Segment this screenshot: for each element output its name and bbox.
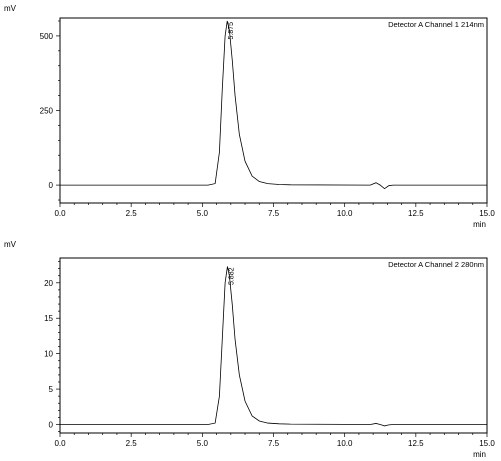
y-ticks: 0 250 500 (40, 20, 60, 201)
legend-label: Detector A Channel 2 280nm (388, 260, 484, 269)
x-tick-label: 7.5 (268, 209, 280, 218)
series-line (60, 20, 487, 190)
x-tick-label: 7.5 (268, 439, 280, 448)
x-tick-label: 5.0 (197, 209, 209, 218)
y-tick-label: 20 (44, 279, 53, 288)
x-tick-label: 5.0 (197, 439, 209, 448)
legend-label: Detector A Channel 1 214nm (388, 20, 484, 29)
x-tick-label: 12.5 (408, 439, 424, 448)
peak-label: 5.882 (228, 267, 235, 285)
x-tick-label: 0.0 (54, 209, 66, 218)
y-tick-label: 250 (40, 107, 54, 116)
y-unit-label: mV (4, 4, 17, 13)
peak-label: 5.875 (228, 22, 235, 40)
y-ticks: 0 5 10 15 20 (44, 261, 60, 432)
plot-frame (59, 257, 488, 434)
x-tick-label: 2.5 (126, 439, 138, 448)
x-tick-label: 10.0 (337, 439, 353, 448)
x-ticks: 0.0 2.5 5.0 7.5 10.0 12.5 15.0 (54, 203, 495, 218)
x-ticks: 0.0 2.5 5.0 7.5 10.0 12.5 15.0 (54, 433, 495, 448)
y-tick-label: 5 (49, 385, 54, 394)
x-tick-label: 10.0 (337, 209, 353, 218)
y-tick-label: 0 (49, 181, 54, 190)
y-tick-label: 0 (49, 420, 54, 429)
x-unit-label: min (473, 450, 486, 459)
x-tick-label: 0.0 (54, 439, 66, 448)
chromatogram-panel-1: mV min Detector A Channel 1 214nm 0.0 2.5… (4, 4, 495, 229)
x-tick-label: 15.0 (479, 439, 495, 448)
chromatogram-panel-2: mV min Detector A Channel 2 280nm 0.0 2.5… (4, 240, 495, 459)
y-tick-label: 10 (44, 350, 53, 359)
x-tick-label: 2.5 (126, 209, 138, 218)
x-unit-label: min (473, 220, 486, 229)
plot-frame (59, 17, 488, 204)
series-line (60, 266, 487, 427)
y-tick-label: 500 (40, 32, 54, 41)
x-tick-label: 12.5 (408, 209, 424, 218)
y-tick-label: 15 (44, 314, 53, 323)
y-unit-label: mV (4, 240, 17, 249)
x-tick-label: 15.0 (479, 209, 495, 218)
